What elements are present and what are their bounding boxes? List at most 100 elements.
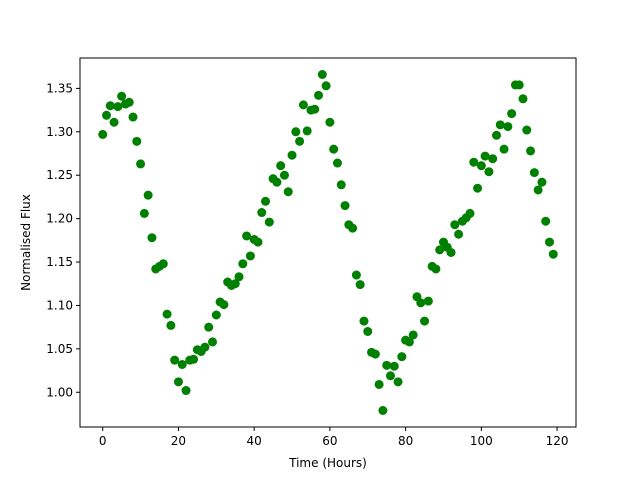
data-point: [204, 322, 214, 332]
x-tick-label: 100: [470, 434, 493, 448]
x-tick-label: 80: [398, 434, 413, 448]
y-tick-label: 1.30: [46, 125, 73, 139]
data-point: [355, 280, 365, 290]
y-tick-label: 1.05: [46, 342, 73, 356]
data-point: [420, 316, 430, 326]
data-point: [102, 110, 111, 120]
data-point: [340, 201, 350, 211]
data-point: [404, 337, 414, 347]
data-point: [548, 249, 558, 259]
data-point: [170, 355, 180, 365]
data-point: [132, 136, 142, 146]
data-point: [238, 259, 248, 269]
data-point: [469, 157, 479, 167]
x-axis-label: Time (Hours): [288, 456, 367, 470]
data-point: [393, 377, 403, 387]
data-point: [503, 122, 513, 132]
data-point: [397, 352, 407, 362]
data-point: [484, 167, 494, 177]
data-point: [363, 326, 373, 336]
data-point: [359, 316, 369, 326]
data-point: [385, 371, 395, 381]
data-point: [416, 298, 426, 308]
data-point: [507, 109, 517, 119]
data-point: [491, 130, 501, 140]
data-point: [348, 223, 358, 233]
data-point: [526, 146, 536, 156]
x-tick-label: 20: [171, 434, 186, 448]
data-point: [314, 90, 324, 100]
data-point: [545, 237, 554, 247]
data-point: [370, 349, 380, 359]
data-point: [162, 309, 172, 319]
data-point: [476, 161, 486, 171]
y-tick-label: 1.35: [46, 81, 73, 95]
data-point: [200, 342, 210, 352]
data-point: [276, 161, 286, 171]
data-point: [272, 177, 282, 187]
data-point: [242, 231, 252, 241]
data-point: [189, 354, 199, 364]
data-point: [518, 94, 528, 104]
data-point: [374, 379, 384, 389]
data-point: [98, 129, 108, 139]
data-point: [495, 120, 505, 130]
y-tick-label: 1.10: [46, 298, 73, 312]
y-tick-label: 1.15: [46, 255, 73, 269]
data-point: [173, 377, 183, 387]
data-point: [291, 127, 301, 137]
data-point: [287, 150, 297, 160]
x-tick-label: 40: [247, 434, 262, 448]
data-point: [128, 112, 138, 122]
data-point: [257, 208, 267, 218]
data-point: [473, 183, 483, 193]
data-point: [245, 251, 255, 261]
y-tick-label: 1.20: [46, 212, 73, 226]
data-point: [408, 330, 418, 340]
data-point: [435, 245, 445, 255]
data-point: [332, 158, 342, 168]
y-tick-label: 1.00: [46, 385, 73, 399]
data-point: [147, 233, 157, 243]
data-point: [310, 104, 320, 114]
data-point: [234, 272, 244, 282]
data-point: [253, 237, 263, 247]
data-point: [465, 208, 475, 218]
data-point: [537, 177, 547, 187]
data-point: [488, 154, 498, 164]
data-point: [261, 196, 271, 206]
data-point: [295, 136, 305, 146]
data-point: [499, 144, 509, 154]
x-tick-label: 0: [99, 434, 107, 448]
data-point: [321, 81, 331, 91]
data-point: [329, 144, 339, 154]
data-point: [230, 279, 240, 289]
data-point: [219, 300, 229, 310]
y-axis-ticks: 1.00 1.05 1.10 1.15 1.20 1.25 1.30 1.35: [46, 81, 80, 399]
data-point: [177, 359, 187, 369]
data-point: [117, 91, 127, 101]
data-point: [317, 70, 327, 79]
y-axis-label: Normalised Flux: [19, 194, 33, 291]
data-point: [298, 100, 308, 110]
data-point: [450, 220, 460, 230]
data-point: [264, 217, 274, 227]
data-point: [378, 406, 388, 415]
data-point: [454, 229, 464, 239]
data-point: [336, 180, 346, 190]
data-point: [389, 361, 399, 371]
data-point: [446, 247, 456, 257]
x-axis-ticks: 0 20 40 60 80 100 120: [99, 427, 569, 448]
data-points: [98, 70, 558, 415]
data-point: [211, 310, 221, 320]
data-point: [431, 264, 441, 274]
data-point: [514, 80, 524, 90]
x-tick-label: 60: [322, 434, 337, 448]
data-point: [105, 101, 115, 111]
data-point: [480, 151, 490, 161]
data-point: [181, 386, 191, 396]
data-point: [143, 190, 153, 200]
